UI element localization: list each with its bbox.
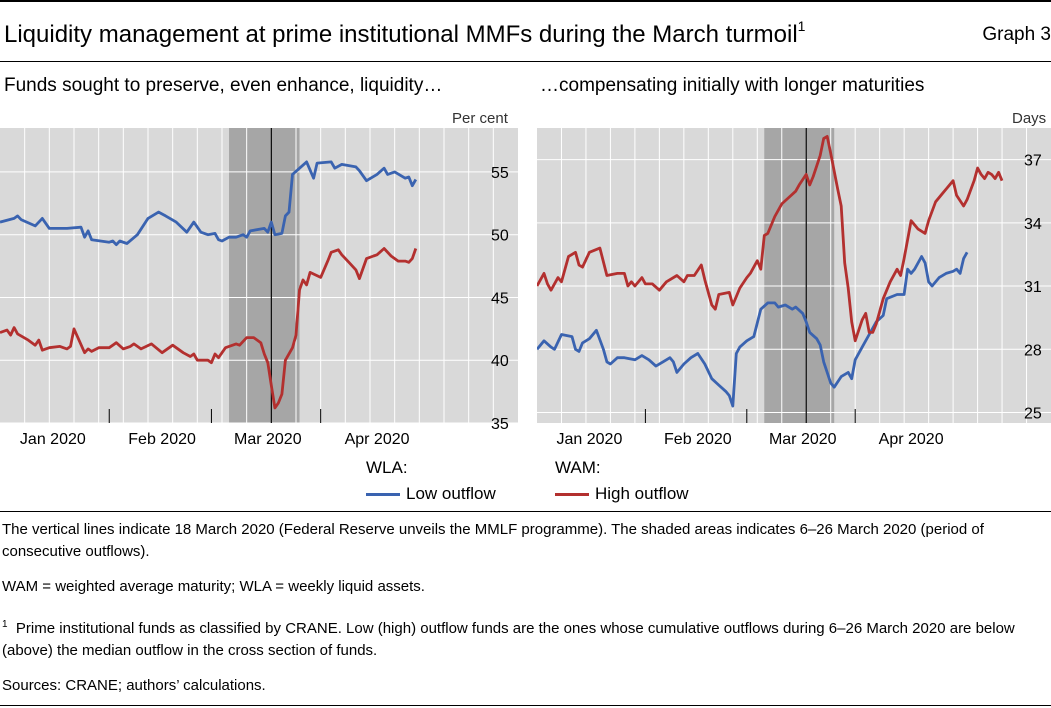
low-outflow-swatch bbox=[366, 492, 400, 496]
x-tick-label: Mar 2020 bbox=[234, 431, 302, 448]
footnote-text: Prime institutional funds as classified … bbox=[2, 620, 1015, 659]
x-tick-label: Mar 2020 bbox=[769, 431, 837, 448]
y-tick-label: 40 bbox=[491, 353, 509, 370]
x-tick-label: Apr 2020 bbox=[345, 431, 410, 448]
y-tick-label: 45 bbox=[491, 290, 509, 307]
graph-number: Graph 3 bbox=[982, 24, 1051, 45]
graph-header: Liquidity management at prime institutio… bbox=[0, 0, 1051, 62]
y-tick-label: 35 bbox=[491, 416, 509, 433]
left-line-chart: 35 40 45 50 55 Jan 2020 Feb 2020 Mar 2020 Apr 20… bbox=[0, 128, 518, 448]
legend-low-outflow-label: Low outflow bbox=[406, 484, 496, 503]
y-tick-label: 50 bbox=[491, 228, 509, 245]
y-tick-label: 37 bbox=[1024, 153, 1042, 170]
series-line-low-outflow bbox=[537, 251, 969, 408]
right-panel-title: …compensating initially with longer matu… bbox=[540, 75, 925, 96]
series-line-low-outflow bbox=[0, 160, 418, 247]
notes-divider bbox=[0, 511, 1051, 512]
title-footnote-mark: 1 bbox=[797, 18, 806, 34]
footnote-mark: 1 bbox=[2, 619, 8, 630]
y-tick-label: 34 bbox=[1024, 216, 1042, 233]
legend-high-outflow-label: High outflow bbox=[595, 484, 689, 503]
legend-wla: WLA: Low outflow bbox=[366, 458, 496, 504]
left-panel-title: Funds sought to preserve, even enhance, … bbox=[4, 75, 443, 96]
series-line-high-outflow bbox=[0, 247, 418, 410]
footnote-1: 1 Prime institutional funds as classifie… bbox=[2, 614, 1050, 662]
series-line-high-outflow bbox=[537, 134, 1004, 343]
y-tick-label: 31 bbox=[1024, 279, 1042, 296]
y-tick-label: 25 bbox=[1024, 405, 1042, 422]
x-tick-label: Jan 2020 bbox=[557, 431, 623, 448]
x-tick-label: Feb 2020 bbox=[664, 431, 732, 448]
high-outflow-swatch bbox=[555, 492, 589, 496]
note-vertical-lines: The vertical lines indicate 18 March 202… bbox=[2, 521, 984, 560]
legend-wam-title: WAM: bbox=[555, 458, 601, 477]
note-abbreviations: WAM = weighted average maturity; WLA = w… bbox=[2, 578, 425, 595]
shaded-outflow-period bbox=[229, 128, 300, 423]
legend-item-low-outflow: Low outflow bbox=[366, 484, 496, 504]
left-unit-label: Per cent bbox=[452, 110, 508, 127]
x-tick-label: Apr 2020 bbox=[879, 431, 944, 448]
x-tick-label: Feb 2020 bbox=[128, 431, 196, 448]
legend-wla-title: WLA: bbox=[366, 458, 408, 477]
legend-item-high-outflow: High outflow bbox=[555, 484, 689, 504]
y-tick-label: 28 bbox=[1024, 342, 1042, 359]
right-line-chart: 25 28 31 34 37 Jan 2020 Feb 2020 Mar 2020 Apr 20… bbox=[537, 128, 1051, 448]
right-unit-label: Days bbox=[1012, 110, 1047, 127]
shaded-outflow-period bbox=[764, 128, 835, 423]
legend-wam: WAM: High outflow bbox=[555, 458, 689, 504]
graph-title-text: Liquidity management at prime institutio… bbox=[4, 21, 798, 48]
graph-title: Liquidity management at prime institutio… bbox=[4, 18, 806, 49]
x-tick-label: Jan 2020 bbox=[20, 431, 86, 448]
bottom-rule bbox=[0, 705, 1051, 706]
y-tick-label: 55 bbox=[491, 165, 509, 182]
sources-note: Sources: CRANE; authors’ calculations. bbox=[2, 677, 266, 694]
